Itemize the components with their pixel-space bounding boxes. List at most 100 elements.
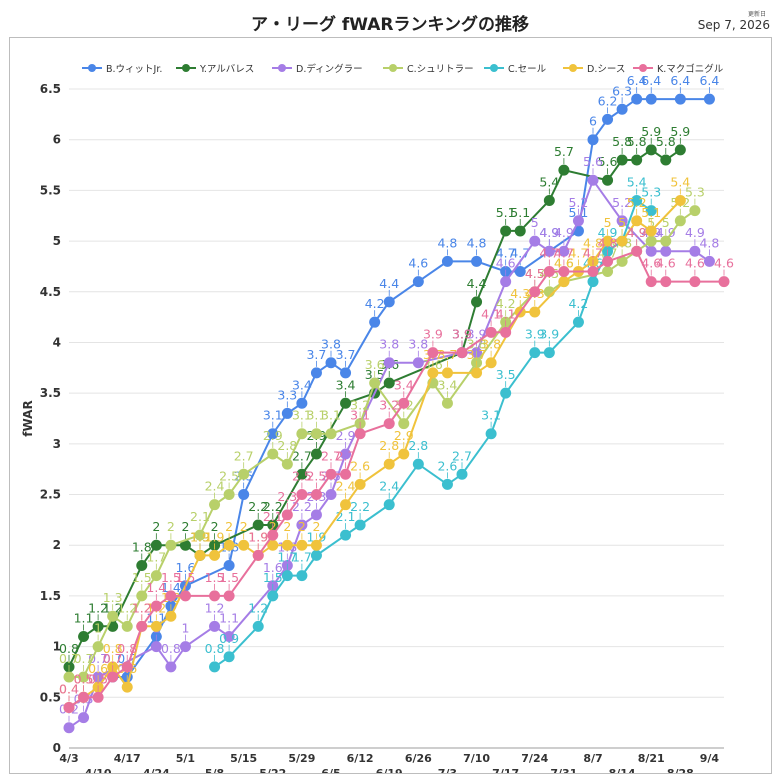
data-label: 1.5: [205, 570, 225, 585]
data-label: 5.8: [612, 134, 632, 149]
fwar-line-chart: 0 0.5 1 1.5 2 2.5 3 3.5 4 4.5 5 5.5 6 6.5 fWAR 4/3 4/17 5…: [21, 63, 734, 773]
data-point: [427, 367, 439, 379]
legend-entry: K.マクゴニグル: [657, 63, 724, 75]
data-label: 2.8: [277, 438, 297, 453]
x-tick-label: 4/17: [114, 752, 141, 765]
data-label: 3.1: [306, 408, 326, 423]
data-point: [441, 367, 453, 379]
data-label: 2.2: [248, 499, 268, 514]
series-group: 0.20.30.710.811.21.11.61.82.22.32.52.93.…: [59, 154, 719, 734]
data-label: 1.5: [175, 570, 195, 585]
x-tick-label: 4/10: [85, 767, 112, 773]
data-point: [558, 265, 570, 277]
data-label: 3.1: [292, 408, 312, 423]
data-label: 4.7: [496, 245, 516, 260]
data-label: 1.9: [190, 529, 210, 544]
data-point: [150, 641, 162, 653]
data-label: 3.8: [408, 337, 428, 352]
data-point: [383, 377, 395, 389]
data-label: 3.1: [263, 408, 283, 423]
data-point: [674, 93, 686, 105]
x-tick-label: 7/3: [438, 767, 457, 773]
data-label: 2: [181, 519, 189, 534]
data-label: 4.4: [467, 276, 487, 291]
data-label: 4.7: [510, 245, 530, 260]
data-point: [92, 620, 104, 632]
data-label: 0.6: [88, 661, 108, 676]
data-label: 3.4: [336, 377, 356, 392]
data-point: [558, 245, 570, 257]
series-line: [68, 148, 681, 668]
legend-entry: C.セール: [508, 64, 547, 75]
data-label: 4.1: [496, 306, 516, 321]
data-point: [616, 154, 628, 166]
data-label: 5: [604, 215, 612, 230]
legend-entry: Y.アルバレス: [199, 64, 254, 75]
data-point: [238, 539, 250, 551]
data-point: [616, 215, 628, 227]
data-point: [267, 529, 279, 541]
data-label: 4.6: [408, 256, 428, 271]
data-point: [325, 468, 337, 480]
data-label: 4.7: [539, 245, 559, 260]
data-point: [529, 235, 541, 247]
data-label: 0.5: [74, 671, 94, 686]
x-tick-label: 7/24: [521, 752, 548, 765]
data-point: [267, 590, 279, 602]
data-point: [514, 265, 526, 277]
data-point: [252, 549, 264, 561]
data-label: 4.6: [496, 256, 516, 271]
legend-swatch-marker: [490, 64, 498, 72]
data-point: [252, 620, 264, 632]
data-label: 1.9: [248, 529, 268, 544]
data-label: 3.8: [321, 337, 341, 352]
y-tick-label: 6.5: [40, 82, 61, 96]
legend-entry: B.ウィットJr.: [106, 64, 162, 75]
data-label: 3.7: [336, 347, 356, 362]
y-tick-label: 1.5: [40, 589, 61, 603]
data-label: 2.9: [336, 428, 356, 443]
data-point: [223, 630, 235, 642]
data-label: 2.9: [394, 428, 414, 443]
data-point: [310, 428, 322, 440]
data-label: 1.7: [292, 550, 312, 565]
data-point: [645, 235, 657, 247]
updated-date: Sep 7, 2026: [697, 18, 770, 32]
data-point: [252, 519, 264, 531]
y-tick-label: 5.5: [40, 183, 61, 197]
data-point: [310, 448, 322, 460]
data-label: 5.2: [627, 195, 647, 210]
data-label: 2.3: [277, 489, 297, 504]
chart-title: ア・リーグ fWARランキングの推移: [250, 15, 530, 35]
data-label: 4.6: [641, 256, 661, 271]
data-point: [456, 347, 468, 359]
data-label: 2: [225, 519, 233, 534]
legend-swatch-marker: [639, 64, 647, 72]
data-point: [310, 509, 322, 521]
data-label: 4.9: [539, 225, 559, 240]
data-label: 4.9: [554, 225, 574, 240]
data-point: [165, 590, 177, 602]
data-label: 2: [152, 519, 160, 534]
data-point: [645, 225, 657, 237]
data-point: [398, 448, 410, 460]
data-label: 2.5: [219, 469, 239, 484]
data-point: [107, 671, 119, 683]
data-label: 4.5: [525, 266, 545, 281]
data-point: [296, 519, 308, 531]
data-label: 2.8: [379, 438, 399, 453]
data-label: 5.9: [641, 124, 661, 139]
data-point: [660, 276, 672, 288]
y-tick-label: 0: [53, 741, 61, 755]
data-label: 5.7: [554, 144, 574, 159]
data-label: 3.2: [379, 398, 399, 413]
data-point: [209, 499, 221, 511]
data-label: 4.8: [598, 235, 618, 250]
data-point: [500, 225, 512, 237]
legend-swatch-marker: [182, 64, 190, 72]
data-point: [92, 691, 104, 703]
data-label: 2: [240, 519, 248, 534]
data-point: [78, 630, 90, 642]
data-point: [412, 458, 424, 470]
data-point: [78, 671, 90, 683]
